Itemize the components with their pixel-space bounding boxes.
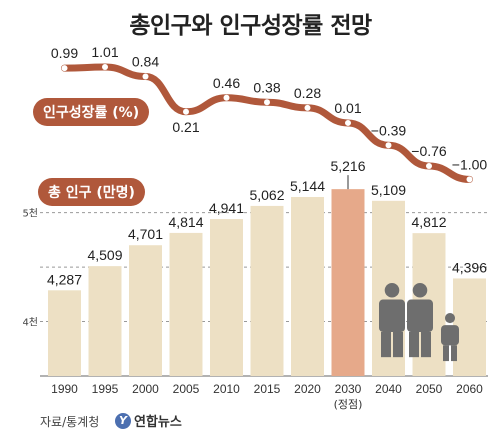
growth-value-label: 0.21 xyxy=(172,119,199,135)
growth-value-label: 0.46 xyxy=(213,75,240,91)
bar-1995 xyxy=(88,266,122,376)
bar-2000 xyxy=(129,245,162,376)
bar-value-labels: 4,287 4,509 4,701 4,814 4,941 5,062 5,144 5,216… xyxy=(47,158,487,287)
growth-value-label: 0.84 xyxy=(132,54,159,70)
logo-text: 연합뉴스 xyxy=(134,415,182,430)
x-tick-sublabel: (정점) xyxy=(334,398,363,411)
person-adult-1-leg-left xyxy=(381,331,391,358)
growth-rate-badge: 인구성장률 (%) xyxy=(33,98,150,126)
bar-value-label: 5,062 xyxy=(249,187,284,203)
x-axis-labels: 1990 1995 2000 2005 2010 2015 2020 2030 (정점) 2040… xyxy=(51,382,483,411)
x-tick-label: 1995 xyxy=(92,382,119,396)
x-tick-label: 2015 xyxy=(254,382,281,396)
growth-point xyxy=(61,65,68,72)
x-tick-label: 2040 xyxy=(375,382,402,396)
person-adult-2 xyxy=(407,283,433,358)
x-tick-label: 2005 xyxy=(173,382,200,396)
person-adult-1 xyxy=(379,283,405,358)
bar-value-label: 4,812 xyxy=(411,214,446,230)
bar-1990 xyxy=(48,290,81,376)
source-note: 자료/통계청 xyxy=(40,415,100,429)
person-adult-2-leg-right xyxy=(421,331,431,358)
growth-value-label: 1.01 xyxy=(91,44,118,60)
person-adult-2-torso xyxy=(407,299,433,332)
growth-point xyxy=(466,176,473,183)
x-tick-label: 2020 xyxy=(294,382,321,396)
growth-point xyxy=(183,108,189,115)
growth-value-label: −1.00 xyxy=(452,156,488,172)
population-badge: 총 인구 (만명) xyxy=(38,178,145,206)
bar-2030 xyxy=(331,189,365,376)
bar-2005 xyxy=(169,232,203,376)
person-child xyxy=(441,313,459,362)
growth-rate-line: 0.99 1.01 0.84 0.21 0.46 0.38 0.28 0.01 −0.39−0.… xyxy=(51,44,488,183)
growth-point xyxy=(142,73,149,80)
person-adult-2-head xyxy=(412,283,428,298)
bar-value-label: 5,216 xyxy=(330,158,365,174)
bar-2020 xyxy=(291,196,324,376)
bar-value-label: 4,941 xyxy=(209,200,244,216)
growth-value-label: 0.99 xyxy=(51,45,78,61)
bar-2015 xyxy=(250,205,284,376)
person-child-leg-left xyxy=(443,345,449,362)
growth-point xyxy=(223,94,230,101)
person-child-torso xyxy=(441,325,459,346)
person-adult-1-head xyxy=(384,283,400,298)
growth-point xyxy=(264,99,270,106)
family-icon xyxy=(379,283,459,362)
x-tick-label: 2000 xyxy=(132,382,159,396)
growth-value-label: 0.28 xyxy=(294,85,321,101)
x-tick-label: 2050 xyxy=(416,382,443,396)
bar-2010 xyxy=(210,219,243,376)
news-logo: Y 연합뉴스 xyxy=(115,411,182,430)
growth-point xyxy=(385,142,392,149)
growth-point xyxy=(304,104,311,111)
growth-point xyxy=(426,162,432,169)
growth-value-label: −0.76 xyxy=(411,143,447,159)
bar-value-label: 5,144 xyxy=(290,178,325,194)
bar-value-label: 4,701 xyxy=(128,226,163,242)
bar-value-label: 4,814 xyxy=(168,214,203,230)
bar-value-label: 5,109 xyxy=(371,182,406,198)
growth-point xyxy=(345,119,351,126)
bar-value-label: 4,509 xyxy=(87,247,122,263)
y-tick-label: 5천 xyxy=(22,208,38,220)
x-tick-label: 1990 xyxy=(51,382,78,396)
person-adult-1-torso xyxy=(379,299,405,332)
person-adult-2-leg-left xyxy=(409,331,419,358)
bars xyxy=(48,175,486,376)
bar-value-label: 4,396 xyxy=(452,259,487,275)
y-tick-label: 4천 xyxy=(22,317,38,329)
x-tick-label: 2060 xyxy=(456,382,483,396)
growth-value-label: 0.01 xyxy=(334,100,361,116)
chart-title: 총인구와 인구성장률 전망 xyxy=(129,13,372,39)
growth-value-label: −0.39 xyxy=(371,122,407,138)
growth-point xyxy=(102,64,108,71)
person-adult-1-leg-right xyxy=(393,331,403,358)
bar-value-label: 4,287 xyxy=(47,271,82,287)
person-child-head xyxy=(444,313,456,324)
x-tick-label: 2030 xyxy=(335,382,362,396)
person-child-leg-right xyxy=(451,345,457,362)
growth-value-label: 0.38 xyxy=(253,79,280,95)
y-axis-labels: 5천 4천 xyxy=(22,208,38,329)
logo-mark-icon: Y xyxy=(115,412,131,429)
x-tick-label: 2010 xyxy=(213,382,240,396)
